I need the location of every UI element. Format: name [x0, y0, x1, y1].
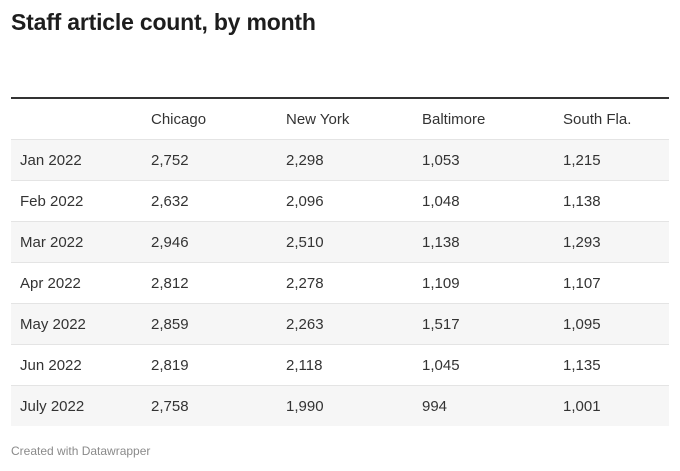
table-row: Mar 2022 2,946 2,510 1,138 1,293 [11, 221, 669, 263]
table-cell-new-york: 2,510 [286, 221, 422, 263]
header-row: Chicago New York Baltimore South Fla. [11, 99, 669, 140]
table-cell-month: Jan 2022 [11, 139, 151, 181]
table-cell-new-york: 1,990 [286, 385, 422, 426]
table-cell-chicago: 2,632 [151, 180, 286, 222]
column-header-chicago: Chicago [151, 99, 286, 140]
table-cell-month: Apr 2022 [11, 262, 151, 304]
chart-title: Staff article count, by month [11, 9, 316, 35]
table-row: Jun 2022 2,819 2,118 1,045 1,135 [11, 344, 669, 386]
table-row: Jan 2022 2,752 2,298 1,053 1,215 [11, 139, 669, 181]
table-cell-month: Mar 2022 [11, 221, 151, 263]
table-cell-south-fla: 1,293 [563, 221, 669, 263]
table-cell-baltimore: 994 [422, 385, 563, 426]
table-cell-south-fla: 1,095 [563, 303, 669, 345]
data-table: Chicago New York Baltimore South Fla. Ja… [11, 99, 669, 426]
table-cell-month: Feb 2022 [11, 180, 151, 222]
table-cell-baltimore: 1,138 [422, 221, 563, 263]
table-cell-south-fla: 1,138 [563, 180, 669, 222]
table-cell-chicago: 2,819 [151, 344, 286, 386]
table-cell-new-york: 2,118 [286, 344, 422, 386]
table-cell-new-york: 2,096 [286, 180, 422, 222]
table-row: Apr 2022 2,812 2,278 1,109 1,107 [11, 262, 669, 304]
table-row: May 2022 2,859 2,263 1,517 1,095 [11, 303, 669, 345]
table-cell-baltimore: 1,048 [422, 180, 563, 222]
table-cell-chicago: 2,859 [151, 303, 286, 345]
column-header-new-york: New York [286, 99, 422, 140]
table-cell-baltimore: 1,517 [422, 303, 563, 345]
table-cell-south-fla: 1,107 [563, 262, 669, 304]
column-header-month [11, 99, 151, 140]
table-cell-chicago: 2,946 [151, 221, 286, 263]
table-cell-chicago: 2,752 [151, 139, 286, 181]
table-header: Chicago New York Baltimore South Fla. [11, 99, 669, 140]
table-cell-new-york: 2,263 [286, 303, 422, 345]
table-cell-south-fla: 1,135 [563, 344, 669, 386]
table-cell-south-fla: 1,001 [563, 385, 669, 426]
column-header-baltimore: Baltimore [422, 99, 563, 140]
table-cell-month: July 2022 [11, 385, 151, 426]
table-cell-new-york: 2,278 [286, 262, 422, 304]
table-cell-month: May 2022 [11, 303, 151, 345]
table-cell-baltimore: 1,053 [422, 139, 563, 181]
table-cell-month: Jun 2022 [11, 344, 151, 386]
table-cell-chicago: 2,758 [151, 385, 286, 426]
table-cell-south-fla: 1,215 [563, 139, 669, 181]
column-header-south-fla: South Fla. [563, 99, 669, 140]
table-row: Feb 2022 2,632 2,096 1,048 1,138 [11, 180, 669, 222]
data-table-container: Chicago New York Baltimore South Fla. Ja… [11, 97, 669, 426]
table-cell-chicago: 2,812 [151, 262, 286, 304]
table-cell-new-york: 2,298 [286, 139, 422, 181]
attribution-footer: Created with Datawrapper [11, 444, 151, 458]
table-cell-baltimore: 1,109 [422, 262, 563, 304]
table-cell-baltimore: 1,045 [422, 344, 563, 386]
table-body: Jan 2022 2,752 2,298 1,053 1,215 Feb 2022 2,63… [11, 139, 669, 426]
table-row: July 2022 2,758 1,990 994 1,001 [11, 385, 669, 426]
